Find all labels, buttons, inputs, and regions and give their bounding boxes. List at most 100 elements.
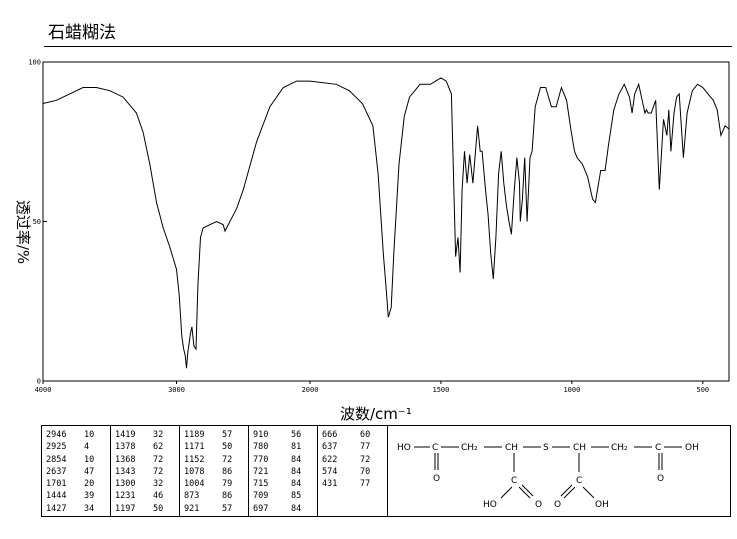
peak-table: 2946 10 2925 4 2854 10 2637 47 1701 20 1444 39 1427 3… bbox=[41, 425, 731, 517]
peak-row: 2946 10 bbox=[42, 429, 110, 441]
transmittance-value: 46 bbox=[153, 491, 164, 502]
peak-row: 921 57 bbox=[180, 503, 248, 515]
y-axis-ticks: 0 50 100 bbox=[28, 59, 47, 386]
atom-label: O bbox=[657, 474, 664, 484]
transmittance-value: 77 bbox=[360, 442, 371, 453]
wavenumber-value: 431 bbox=[322, 479, 338, 490]
wavenumber-value: 1004 bbox=[184, 479, 205, 490]
wavenumber-value: 910 bbox=[253, 430, 269, 440]
atom-label: O bbox=[433, 474, 440, 484]
peak-row: 1300 32 bbox=[111, 478, 179, 490]
peak-row: 2637 47 bbox=[42, 466, 110, 478]
x-tick-label: 4000 bbox=[35, 386, 52, 394]
wavenumber-value: 1427 bbox=[46, 503, 67, 514]
peak-row: 715 84 bbox=[249, 478, 317, 490]
atom-label: HO bbox=[483, 500, 497, 510]
wavenumber-value: 1701 bbox=[46, 479, 67, 490]
atom-label: CH₂ bbox=[461, 443, 478, 453]
wavenumber-value: 2925 bbox=[46, 442, 67, 453]
wavenumber-value: 2637 bbox=[46, 466, 67, 477]
peak-row: 910 56 bbox=[249, 429, 317, 441]
plot-frame bbox=[42, 61, 730, 382]
wavenumber-value: 715 bbox=[253, 479, 269, 490]
atom-label: OH bbox=[685, 443, 699, 453]
wavenumber-value: 873 bbox=[184, 491, 200, 502]
transmittance-value: 57 bbox=[222, 430, 233, 440]
peak-column: 910 56 780 81 770 84 721 84 715 84 709 85 697 84 bbox=[249, 426, 318, 516]
transmittance-value: 72 bbox=[360, 454, 371, 465]
peak-row: 1419 32 bbox=[111, 429, 179, 441]
transmittance-value: 34 bbox=[84, 503, 95, 514]
wavenumber-value: 574 bbox=[322, 466, 338, 477]
peak-row: 1701 20 bbox=[42, 478, 110, 490]
peak-column: 2946 10 2925 4 2854 10 2637 47 1701 20 1444 39 1427 3… bbox=[42, 426, 111, 516]
wavenumber-value: 1300 bbox=[115, 479, 136, 490]
x-axis-ticks: 4000 3000 2000 1500 1000 500 bbox=[35, 381, 709, 394]
page-title: 石蜡糊法 bbox=[48, 23, 116, 43]
x-tick-label: 1500 bbox=[433, 386, 450, 394]
wavenumber-value: 1368 bbox=[115, 454, 136, 465]
peak-column: 1189 57 1171 50 1152 72 1078 86 1004 79 873 86 921 57 bbox=[180, 426, 249, 516]
transmittance-value: 56 bbox=[291, 430, 302, 440]
peak-column: 1419 32 1378 62 1368 72 1343 72 1300 32 1231 46 1197… bbox=[111, 426, 180, 516]
peak-row: 637 77 bbox=[318, 441, 387, 453]
transmittance-value: 84 bbox=[291, 503, 302, 514]
wavenumber-value: 1152 bbox=[184, 454, 205, 465]
wavenumber-value: 721 bbox=[253, 466, 269, 477]
transmittance-value: 72 bbox=[153, 466, 164, 477]
peak-row: 697 84 bbox=[249, 503, 317, 515]
transmittance-value: 84 bbox=[291, 454, 302, 465]
wavenumber-value: 921 bbox=[184, 503, 200, 514]
peak-row: 1152 72 bbox=[180, 454, 248, 466]
atom-label: O bbox=[554, 500, 561, 510]
peak-row: 2925 4 bbox=[42, 441, 110, 453]
transmittance-value: 57 bbox=[222, 503, 233, 514]
x-tick-label: 500 bbox=[696, 386, 709, 394]
wavenumber-value: 770 bbox=[253, 454, 269, 465]
peak-row: 666 60 bbox=[318, 429, 387, 441]
atom-label: C bbox=[511, 476, 517, 486]
transmittance-value: 32 bbox=[153, 479, 164, 490]
wavenumber-value: 666 bbox=[322, 430, 338, 440]
peak-row: 1231 46 bbox=[111, 490, 179, 502]
peak-row: 431 77 bbox=[318, 478, 387, 490]
peak-row: 1378 62 bbox=[111, 441, 179, 453]
atom-label: O bbox=[535, 500, 542, 510]
peak-row: 1078 86 bbox=[180, 466, 248, 478]
peak-column: 666 60 637 77 622 72 574 70 431 77 bbox=[318, 426, 388, 516]
peak-row: 1368 72 bbox=[111, 454, 179, 466]
atom-label: S bbox=[543, 443, 549, 453]
peak-row: 1004 79 bbox=[180, 478, 248, 490]
transmittance-value: 86 bbox=[222, 491, 233, 502]
wavenumber-value: 780 bbox=[253, 442, 269, 453]
peak-row: 2854 10 bbox=[42, 454, 110, 466]
transmittance-value: 77 bbox=[360, 479, 371, 490]
transmittance-value: 79 bbox=[222, 479, 233, 490]
peak-row: 1197 50 bbox=[111, 503, 179, 515]
x-axis-title: 波数/cm⁻¹ bbox=[340, 405, 412, 423]
transmittance-value: 85 bbox=[291, 491, 302, 502]
atom-label: HO bbox=[397, 443, 411, 453]
transmittance-value: 72 bbox=[153, 454, 164, 465]
peak-row: 1343 72 bbox=[111, 466, 179, 478]
transmittance-value: 84 bbox=[291, 479, 302, 490]
y-tick-label: 0 bbox=[37, 378, 41, 386]
y-tick-label: 50 bbox=[33, 218, 41, 226]
atom-label: OH bbox=[595, 500, 609, 510]
wavenumber-value: 1444 bbox=[46, 491, 67, 502]
atom-label: C bbox=[655, 443, 661, 453]
transmittance-value: 4 bbox=[84, 442, 90, 453]
transmittance-value: 60 bbox=[360, 430, 371, 440]
peak-row: 1171 50 bbox=[180, 441, 248, 453]
spectrum-line bbox=[42, 77, 730, 369]
x-tick-label: 2000 bbox=[302, 386, 319, 394]
wavenumber-value: 1197 bbox=[115, 503, 136, 514]
peak-row: 873 86 bbox=[180, 490, 248, 502]
x-tick-label: 1000 bbox=[563, 386, 580, 394]
wavenumber-value: 697 bbox=[253, 503, 269, 514]
peak-row: 780 81 bbox=[249, 441, 317, 453]
atom-label: C bbox=[576, 476, 582, 486]
wavenumber-value: 637 bbox=[322, 442, 338, 453]
wavenumber-value: 1171 bbox=[184, 442, 205, 453]
transmittance-value: 50 bbox=[222, 442, 233, 453]
